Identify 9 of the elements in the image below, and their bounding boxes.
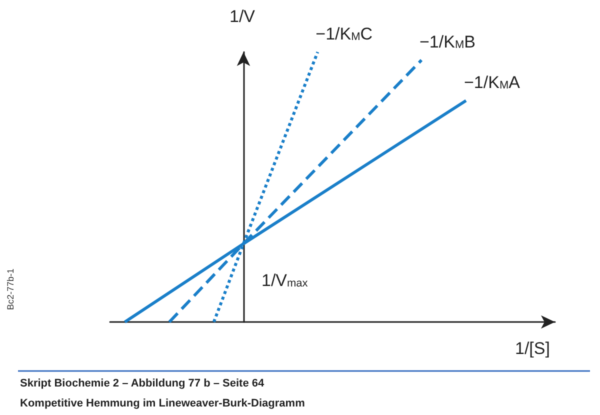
text: Bc2-77b-1 — [6, 268, 16, 310]
annotation: 1/Vmax — [262, 271, 308, 290]
series-label: −1/KMC — [316, 24, 373, 44]
series-label: −1/KMA — [464, 73, 521, 92]
text: Skript Biochemie 2 – Abbildung 77 b – Seite 64 — [20, 378, 265, 390]
text: Kompetitive Hemmung im Lineweaver-Burk-Diagramm — [20, 398, 306, 410]
y-axis-title: 1/V — [230, 7, 256, 26]
series-label: −1/KMB — [420, 32, 476, 52]
x-axis-title: 1/[S] — [515, 339, 550, 358]
